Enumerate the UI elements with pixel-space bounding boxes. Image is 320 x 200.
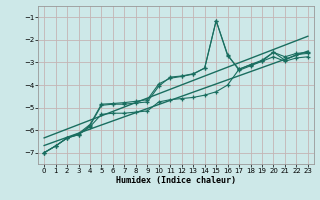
X-axis label: Humidex (Indice chaleur): Humidex (Indice chaleur) [116,176,236,185]
